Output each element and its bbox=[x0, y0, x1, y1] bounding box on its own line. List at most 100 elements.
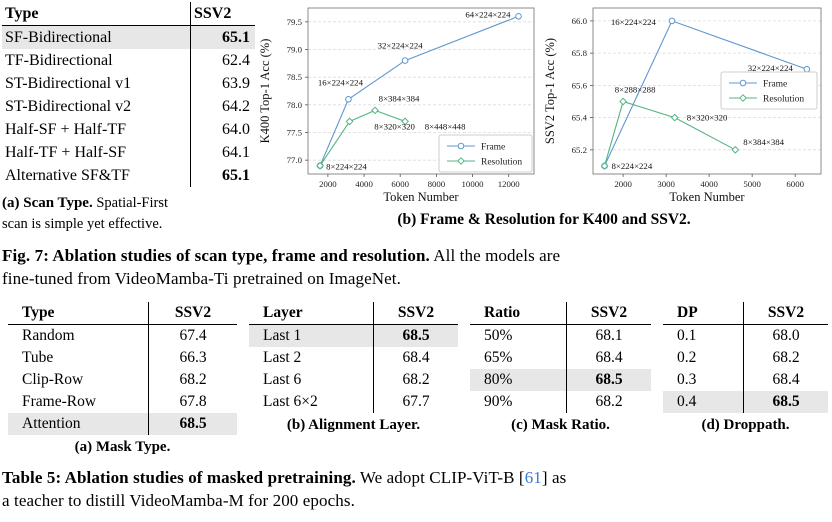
row-value: 68.5 bbox=[148, 412, 237, 435]
row-label: Clip-Row bbox=[22, 370, 84, 388]
data-marker bbox=[401, 117, 410, 126]
row-value: 62.4 bbox=[190, 49, 255, 72]
row-value: 68.5 bbox=[566, 368, 651, 391]
scan-caption-line2: scan is simple yet effective. bbox=[2, 215, 163, 232]
row-label: 0.1 bbox=[677, 326, 697, 344]
scan-type-caption: (a) Scan Type. Spatial-First scan is sim… bbox=[2, 193, 256, 234]
column-header: Type bbox=[2, 2, 191, 26]
mask-ratio-caption: (c) Mask Ratio. bbox=[511, 416, 610, 433]
table-row: 90% 68.2 bbox=[470, 390, 651, 413]
droppath-caption: (d) Droppath. bbox=[701, 416, 790, 433]
row-label: ST-Bidirectional v2 bbox=[5, 98, 132, 115]
row-label: 0.3 bbox=[677, 370, 697, 388]
row-value: 68.5 bbox=[743, 390, 828, 413]
column-header: SSV2 bbox=[148, 301, 237, 325]
table-row: SF-Bidirectional 65.1 bbox=[2, 25, 255, 49]
alignment-layer-table: Layer SSV2 Last 1 68.5 Last 2 68.4 Last 6 68.2 L… bbox=[249, 301, 458, 413]
series-line bbox=[319, 15, 519, 166]
x-tick-label: 6000 bbox=[786, 179, 804, 189]
y-tick-label: 77.0 bbox=[287, 155, 303, 165]
row-label: 90% bbox=[484, 392, 513, 410]
row-label: 0.2 bbox=[677, 348, 697, 366]
annotation: 8×384×384 bbox=[743, 137, 784, 147]
fig7-caption-rest: All the models are bbox=[429, 245, 561, 265]
column-header: Layer bbox=[249, 301, 374, 325]
y-axis-label: K400 Top-1 Acc (%) bbox=[258, 39, 272, 144]
alignment-layer-caption: (b) Alignment Layer. bbox=[286, 416, 421, 433]
x-tick-label: 2000 bbox=[614, 179, 632, 189]
row-label: 65% bbox=[484, 348, 513, 366]
x-axis-label: Token Number bbox=[669, 190, 745, 204]
row-value: 64.0 bbox=[190, 118, 255, 141]
data-marker bbox=[457, 157, 465, 165]
annotation: 32×224×224 bbox=[748, 63, 794, 73]
data-marker bbox=[345, 117, 354, 126]
table-row: 50% 68.1 bbox=[470, 324, 651, 347]
table5-panel: Type SSV2 Random 67.4 Tube 66.3 Clip-Row 68.2 Fr… bbox=[0, 301, 832, 456]
table-row: ST-Bidirectional v2 64.2 bbox=[2, 95, 255, 118]
table-row: Last 1 68.5 bbox=[249, 324, 458, 347]
figure7-panel: Type SSV2 SF-Bidirectional 65.1 TF-Bidirecti… bbox=[0, 0, 832, 234]
row-label: Last 6×2 bbox=[263, 392, 318, 410]
column-header: SSV2 bbox=[373, 301, 458, 325]
header-row: DP SSV2 bbox=[663, 301, 828, 325]
column-header: DP bbox=[663, 301, 744, 325]
table-row: ST-Bidirectional v1 63.9 bbox=[2, 72, 255, 95]
table-row: 80% 68.5 bbox=[470, 368, 651, 391]
droppath-table: DP SSV2 0.1 68.0 0.2 68.2 0.3 68.4 0.4 68.5 bbox=[663, 301, 828, 413]
scan-caption-rest: Spatial-First bbox=[92, 195, 169, 211]
header-row: Ratio SSV2 bbox=[470, 301, 651, 325]
annotation: 64×224×224 bbox=[465, 9, 511, 19]
mask-ratio-block: Ratio SSV2 50% 68.1 65% 68.4 80% 68.5 90% 68.2 (c… bbox=[470, 301, 651, 434]
mask-ratio-table: Ratio SSV2 50% 68.1 65% 68.4 80% 68.5 90% 68.2 bbox=[470, 301, 651, 413]
charts-block: 2000 4000 6000 8000 10000 12000 77.0 77.5 78.0 78… bbox=[256, 2, 832, 229]
series-line bbox=[319, 109, 406, 167]
annotation: 8×224×224 bbox=[612, 161, 653, 171]
column-header: Type bbox=[8, 301, 149, 325]
row-value: 68.2 bbox=[373, 368, 458, 391]
row-label: 80% bbox=[484, 370, 513, 388]
y-tick-label: 79.0 bbox=[287, 45, 303, 55]
table-row: 0.3 68.4 bbox=[663, 368, 828, 391]
table-row: 0.4 68.5 bbox=[663, 390, 828, 413]
table5-caption-line2: a teacher to distill VideoMamba-M for 20… bbox=[2, 491, 355, 511]
column-header: Ratio bbox=[470, 301, 567, 325]
table-row: Last 6×2 67.7 bbox=[249, 390, 458, 413]
x-axis-label: Token Number bbox=[383, 190, 459, 204]
data-marker bbox=[803, 65, 811, 73]
table-row: Clip-Row 68.2 bbox=[8, 368, 237, 391]
row-value: 63.9 bbox=[190, 72, 255, 95]
row-label: Half-TF + Half-SF bbox=[5, 144, 127, 161]
plot-border bbox=[592, 7, 822, 175]
row-value: 68.2 bbox=[743, 346, 828, 369]
x-tick-label: 5000 bbox=[743, 179, 761, 189]
x-tick-label: 8000 bbox=[428, 179, 446, 189]
header-row: Type SSV2 bbox=[2, 2, 255, 26]
data-marker bbox=[515, 13, 522, 20]
row-value: 68.4 bbox=[566, 346, 651, 369]
column-header: SSV2 bbox=[566, 301, 651, 325]
y-tick-label: 65.6 bbox=[572, 80, 588, 90]
y-tick-label: 78.5 bbox=[287, 72, 303, 82]
row-value: 66.3 bbox=[148, 346, 237, 369]
table5-caption-pre: We adopt CLIP-ViT-B [ bbox=[355, 467, 525, 487]
x-tick-label: 6000 bbox=[391, 179, 409, 189]
mask-type-caption: (a) Mask Type. bbox=[74, 438, 171, 455]
y-axis-label: SSV2 Top-1 Acc (%) bbox=[543, 38, 557, 144]
mask-type-block: Type SSV2 Random 67.4 Tube 66.3 Clip-Row 68.2 Fr… bbox=[8, 301, 237, 456]
annotation: 32×224×224 bbox=[378, 41, 424, 51]
annotation: 8×448×448 bbox=[425, 121, 466, 131]
scan-type-table: Type SSV2 SF-Bidirectional 65.1 TF-Bidirecti… bbox=[2, 2, 255, 187]
citation-61-link[interactable]: 61 bbox=[524, 467, 542, 487]
droppath-block: DP SSV2 0.1 68.0 0.2 68.2 0.3 68.4 0.4 68.5 (d) D… bbox=[663, 301, 828, 434]
alignment-layer-block: Layer SSV2 Last 1 68.5 Last 2 68.4 Last 6 68.2 L… bbox=[249, 301, 458, 434]
table-row: Attention 68.5 bbox=[8, 412, 237, 435]
table-row: 65% 68.4 bbox=[470, 346, 651, 369]
x-tick-label: 3000 bbox=[657, 179, 675, 189]
scan-caption-lead: (a) Scan Type. bbox=[2, 195, 93, 211]
annotation: 8×224×224 bbox=[326, 162, 367, 172]
row-value: 68.5 bbox=[373, 324, 458, 347]
row-value: 64.2 bbox=[190, 95, 255, 118]
fig7-caption-bold: Fig. 7: Ablation studies of scan type, f… bbox=[2, 245, 430, 265]
